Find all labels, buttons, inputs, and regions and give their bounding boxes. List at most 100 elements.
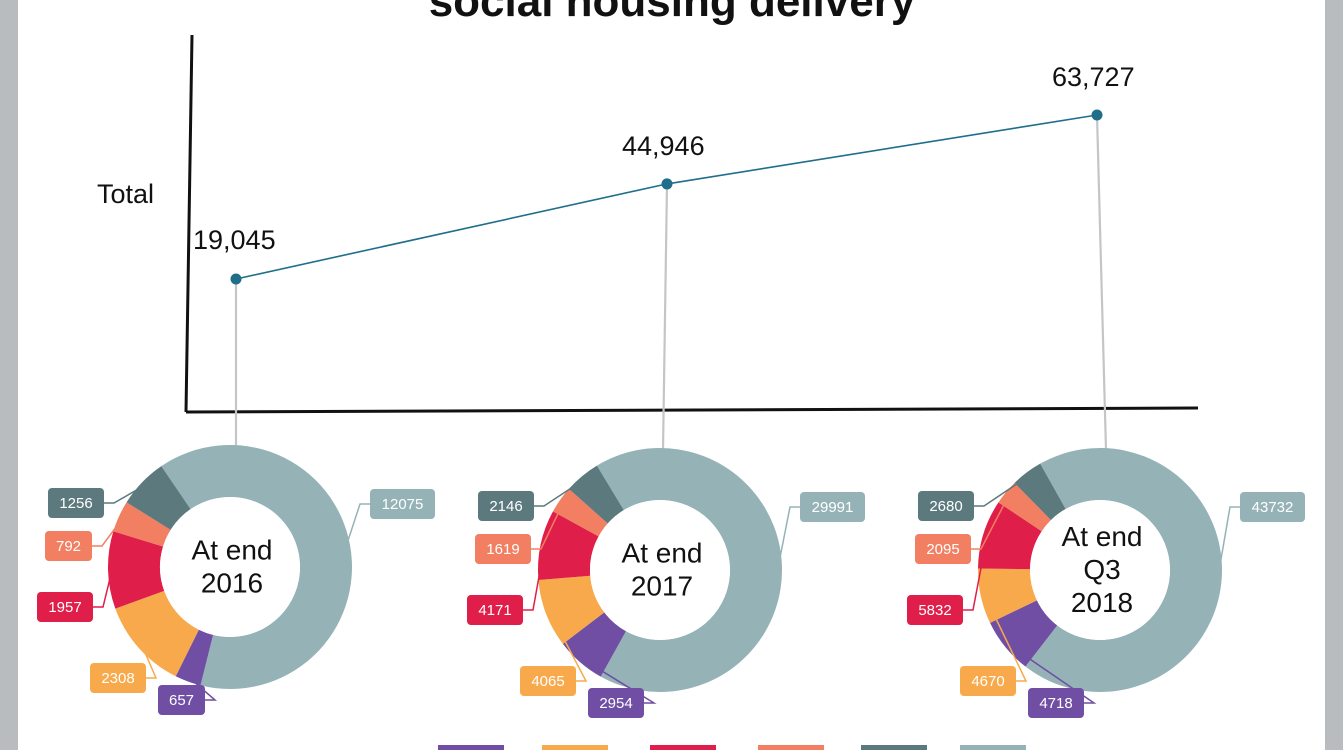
callout-value: 4670 bbox=[971, 673, 1004, 690]
callout-value: 2954 bbox=[599, 695, 632, 712]
callout-leader bbox=[1216, 506, 1240, 579]
callout-leader bbox=[963, 534, 989, 611]
legend-swatch bbox=[960, 745, 1026, 750]
callout-box bbox=[478, 491, 534, 521]
callout-leader bbox=[104, 484, 146, 504]
data-label: 44,946 bbox=[622, 131, 705, 161]
callout-value: 29991 bbox=[812, 499, 854, 516]
callout-box bbox=[475, 534, 531, 564]
donut-center-label: At end bbox=[622, 538, 703, 569]
data-point bbox=[230, 273, 242, 285]
callout: 2954 bbox=[582, 658, 657, 718]
donut-slice bbox=[537, 511, 599, 581]
donut-slice bbox=[562, 612, 626, 677]
donut-slice bbox=[552, 488, 608, 537]
legend-swatch bbox=[650, 745, 716, 750]
callout-value: 2095 bbox=[926, 541, 959, 558]
donut-center-label: 2018 bbox=[1071, 587, 1133, 618]
callout-value: 1957 bbox=[48, 599, 81, 616]
callout: 5832 bbox=[907, 534, 989, 625]
donut-hole bbox=[590, 500, 730, 640]
data-label: 63,727 bbox=[1052, 62, 1135, 92]
donut-slice bbox=[113, 502, 171, 547]
callout: 43732 bbox=[1216, 492, 1305, 579]
callout: 792 bbox=[45, 517, 124, 561]
donut-center-label: At end bbox=[1062, 521, 1143, 552]
callout-value: 4065 bbox=[531, 673, 564, 690]
connector-line bbox=[661, 183, 669, 451]
donut-slice bbox=[108, 531, 165, 609]
donut-center-label: 2017 bbox=[631, 571, 693, 602]
callout-value: 1256 bbox=[59, 495, 92, 512]
legend-swatch bbox=[861, 745, 927, 750]
callout-box bbox=[918, 491, 974, 521]
callout-box bbox=[520, 666, 576, 696]
donut-slice bbox=[175, 629, 214, 686]
callout-box bbox=[370, 489, 435, 519]
callout-value: 4171 bbox=[478, 602, 511, 619]
donut-slice bbox=[978, 502, 1042, 570]
callout-box bbox=[915, 534, 971, 564]
callout-leader bbox=[549, 611, 588, 682]
callout-box bbox=[1028, 688, 1084, 718]
donut-hole bbox=[1030, 500, 1170, 640]
callout: 1619 bbox=[475, 501, 565, 564]
callout-box bbox=[467, 595, 523, 625]
callout-value: 1619 bbox=[486, 541, 519, 558]
callout: 1256 bbox=[48, 484, 146, 518]
callout: 4670 bbox=[960, 595, 1028, 696]
callout-leader bbox=[93, 569, 113, 608]
connectors bbox=[234, 114, 1108, 451]
callout: 657 bbox=[158, 677, 218, 715]
chart-title: social housing delivery bbox=[429, 0, 916, 26]
data-point bbox=[1091, 109, 1103, 121]
callout-box bbox=[800, 492, 865, 522]
callout-leader bbox=[974, 475, 1030, 507]
callout-leader bbox=[777, 506, 800, 569]
callout-value: 12075 bbox=[382, 496, 424, 513]
data-point bbox=[661, 178, 673, 190]
donut-slice bbox=[161, 444, 352, 690]
callout-leader bbox=[523, 545, 546, 611]
callout-leader bbox=[345, 503, 370, 547]
donut-slice bbox=[1025, 447, 1222, 692]
callout-value: 2308 bbox=[101, 670, 134, 687]
callout-box bbox=[960, 666, 1016, 696]
callout-leader bbox=[92, 517, 124, 547]
callout: 2308 bbox=[90, 645, 158, 693]
legend-swatch bbox=[758, 745, 824, 750]
callout-box bbox=[1240, 492, 1305, 522]
callout: 29991 bbox=[777, 492, 865, 569]
callout-leader bbox=[984, 595, 1028, 682]
callout-value: 2146 bbox=[489, 498, 522, 515]
callout: 12075 bbox=[345, 489, 435, 547]
callout: 4718 bbox=[1007, 643, 1097, 718]
callout-box bbox=[588, 688, 644, 718]
donut-hole bbox=[160, 497, 300, 637]
callout: 2146 bbox=[478, 478, 585, 521]
callout-leader bbox=[971, 494, 1010, 550]
callout-box bbox=[45, 531, 92, 561]
x-axis bbox=[185, 406, 1199, 414]
donut-slice bbox=[126, 466, 191, 530]
donut-slice bbox=[990, 600, 1058, 667]
donut-center-label: 2016 bbox=[201, 568, 263, 599]
donut-slice bbox=[977, 568, 1037, 623]
callout-leader bbox=[534, 478, 585, 507]
donut-slice bbox=[115, 590, 199, 677]
donut-slice bbox=[998, 482, 1051, 532]
callout-box bbox=[907, 595, 963, 625]
callout: 1957 bbox=[37, 569, 113, 622]
y-axis-label: Total bbox=[97, 179, 154, 209]
legend-swatch bbox=[542, 745, 608, 750]
donut-slice bbox=[596, 447, 782, 692]
callout-value: 43732 bbox=[1252, 499, 1294, 516]
callout-box bbox=[48, 488, 104, 518]
data-label: 19,045 bbox=[193, 225, 276, 255]
callout-leader bbox=[531, 501, 565, 550]
